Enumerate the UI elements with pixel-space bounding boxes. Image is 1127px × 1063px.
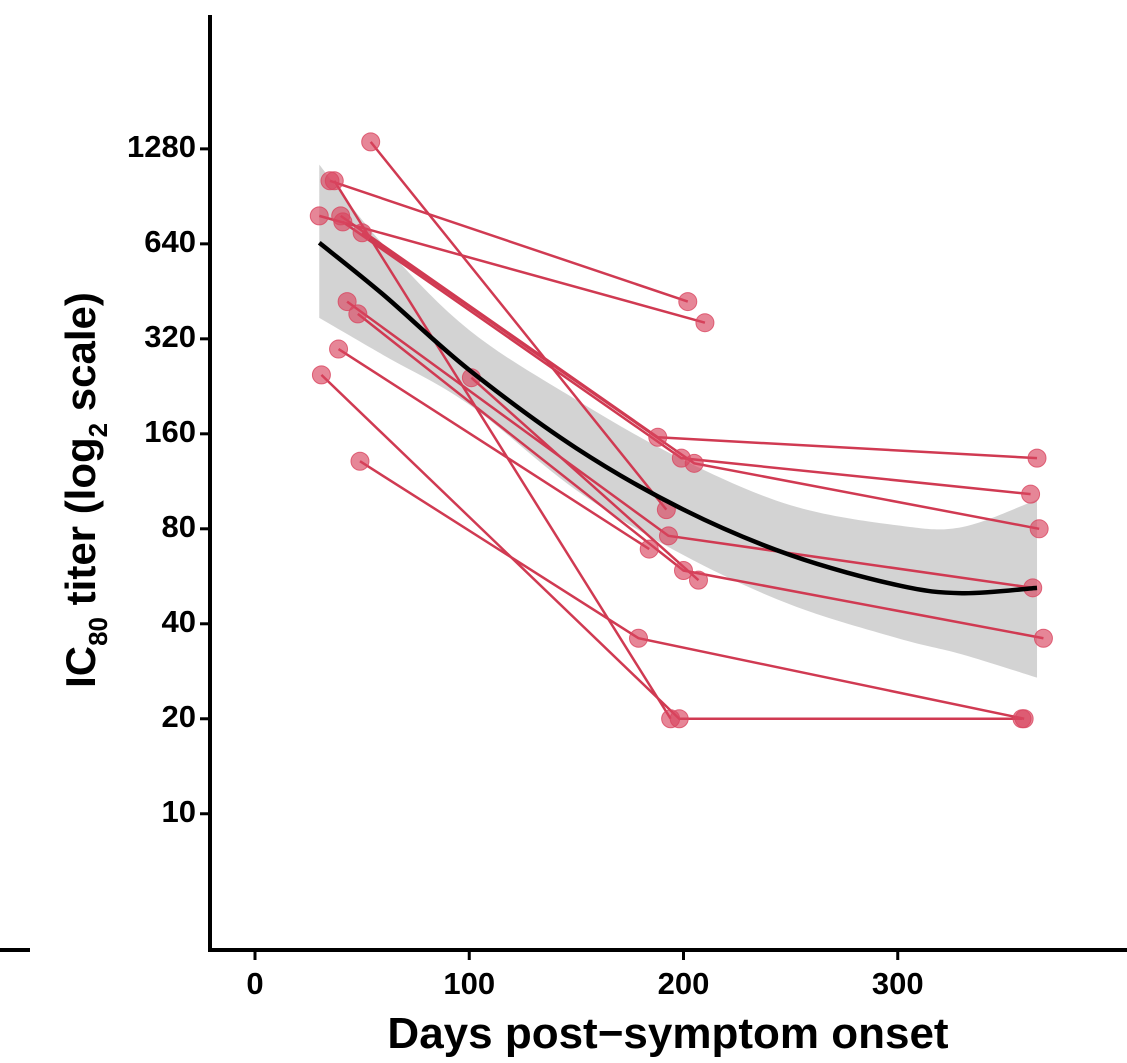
point [639, 539, 659, 559]
y-tick-label: 320 [144, 319, 196, 354]
y-title-sub: 2 [83, 423, 113, 437]
subject-line [318, 214, 706, 324]
subject-line [333, 180, 672, 720]
y-title-part: IC [57, 646, 104, 688]
point [695, 313, 715, 333]
y-tick-label: 80 [162, 509, 196, 544]
y-title-part: titer (log [57, 437, 104, 617]
y-tick-label: 10 [162, 794, 196, 829]
point [1033, 628, 1053, 648]
point [324, 171, 344, 191]
y-axis-title: IC80 titer (log2 scale) [57, 292, 113, 688]
subject-line [337, 348, 650, 551]
point [352, 223, 372, 243]
point [1014, 709, 1034, 729]
point [688, 570, 708, 590]
point [678, 292, 698, 312]
point [669, 709, 689, 729]
y-tick-label: 20 [162, 699, 196, 734]
point [309, 206, 329, 226]
y-tick-label: 160 [144, 414, 196, 449]
point [311, 365, 331, 385]
x-axis-title: Days post−symptom onset [387, 1009, 948, 1058]
x-tick-label: 200 [658, 966, 710, 1001]
x-tick-label: 300 [872, 966, 924, 1001]
point [673, 561, 693, 581]
subject-line [369, 141, 668, 511]
point [337, 292, 357, 312]
x-tick-label: 100 [443, 966, 495, 1001]
y-title-part: scale) [57, 292, 104, 423]
point [350, 451, 370, 471]
point [348, 304, 368, 324]
point [361, 132, 381, 152]
subject-line [470, 376, 700, 582]
point [1027, 448, 1047, 468]
point [629, 628, 649, 648]
point [333, 212, 353, 232]
point [1021, 484, 1041, 504]
y-tick-label: 640 [144, 224, 196, 259]
confidence-band [319, 164, 1038, 678]
point [659, 526, 678, 546]
y-title-sub: 80 [83, 617, 113, 646]
y-tick-label: 1280 [127, 129, 196, 164]
subject-line [329, 179, 689, 303]
x-tick-label: 0 [246, 966, 263, 1001]
point [1029, 519, 1049, 539]
fit-line [317, 241, 1038, 596]
point [684, 453, 704, 473]
point [648, 427, 668, 447]
point [329, 339, 349, 359]
y-tick-label: 40 [162, 604, 196, 639]
